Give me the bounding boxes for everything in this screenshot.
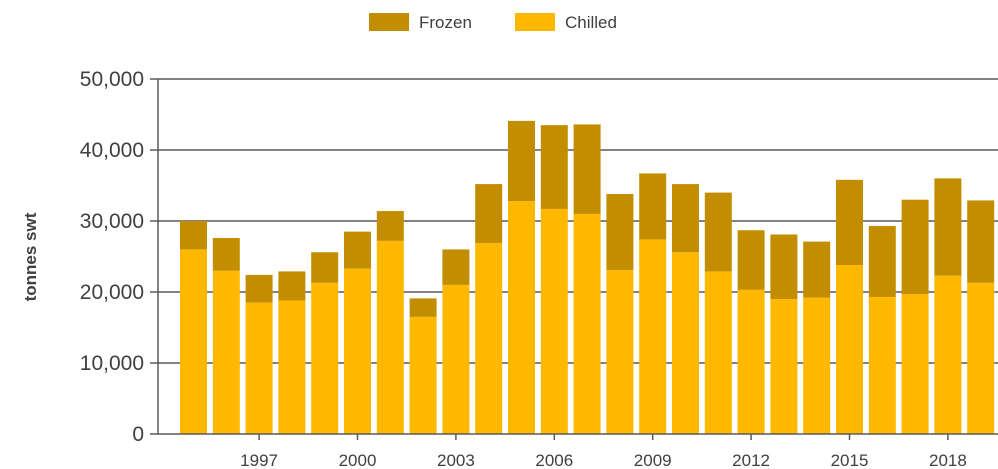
x-tick-label: 2012 [732, 451, 770, 469]
bar-chilled-2009 [639, 239, 667, 434]
bar-frozen-2001 [376, 211, 404, 241]
bar-chilled-2006 [540, 208, 568, 434]
bar-chilled-2016 [868, 296, 896, 434]
y-tick-label: 50,000 [80, 68, 144, 91]
bar-chilled-2002 [409, 316, 437, 434]
legend-swatch-chilled [515, 13, 555, 31]
bar-chilled-2001 [376, 240, 404, 434]
x-tick-label: 1997 [240, 451, 278, 469]
bar-chilled-2014 [803, 297, 831, 434]
bar-frozen-2008 [606, 194, 634, 270]
bar-chilled-2011 [704, 271, 732, 434]
bar-frozen-2018 [934, 178, 962, 276]
x-tick-labels: 1997 2000 2003 2006 2009 2012 2015 2018 [240, 434, 967, 469]
bar-chilled-2007 [573, 213, 601, 434]
legend-label-frozen: Frozen [419, 13, 472, 32]
bar-frozen-2014 [803, 241, 831, 298]
y-tick-label: 30,000 [80, 210, 144, 233]
bar-frozen-2015 [836, 179, 863, 266]
bar-chilled-2003 [442, 284, 470, 434]
bar-frozen-2013 [770, 234, 798, 300]
bar-chilled-2015 [836, 265, 863, 434]
x-tick-label: 2003 [437, 451, 475, 469]
bar-frozen-1995 [180, 221, 207, 250]
y-axis-label: tonnes swt [21, 212, 40, 301]
y-tick-label: 20,000 [80, 281, 144, 304]
bar-chilled-2000 [344, 268, 371, 434]
axes [157, 79, 998, 435]
legend-label-chilled: Chilled [565, 13, 617, 32]
bar-chilled-2010 [672, 252, 699, 434]
bar-chilled-2017 [901, 294, 929, 434]
bar-frozen-1996 [212, 238, 240, 271]
y-tick-label: 0 [132, 423, 144, 446]
bar-chilled-2012 [737, 289, 765, 434]
bar-frozen-2002 [409, 298, 437, 317]
bar-frozen-2005 [508, 120, 535, 202]
bar-frozen-2019 [967, 200, 995, 283]
legend-swatch-frozen [369, 13, 409, 31]
bar-chilled-1998 [278, 300, 306, 434]
bar-chilled-1997 [245, 302, 273, 434]
bar-frozen-2016 [868, 225, 896, 297]
bar-chilled-2019 [967, 282, 995, 434]
bar-frozen-2000 [344, 231, 371, 269]
y-tick-labels: 0 10,000 20,000 30,000 40,000 50,000 [80, 68, 144, 446]
bar-chilled-2008 [606, 269, 634, 434]
bar-chilled-1995 [180, 249, 207, 434]
bar-chilled-2013 [770, 299, 798, 434]
bar-frozen-2007 [573, 124, 601, 214]
bar-chilled-1999 [311, 282, 339, 434]
bar-chilled-2018 [934, 275, 962, 434]
x-tick-label: 2009 [634, 451, 672, 469]
bar-frozen-1999 [311, 252, 339, 283]
bar-frozen-2004 [475, 184, 503, 244]
bar-chilled-2004 [475, 243, 503, 434]
bar-frozen-1998 [278, 271, 306, 301]
bar-frozen-2011 [704, 192, 732, 272]
bar-frozen-2009 [639, 173, 667, 240]
bar-frozen-2012 [737, 230, 765, 290]
y-tick-label: 10,000 [80, 352, 144, 375]
x-tick-label: 2015 [831, 451, 869, 469]
bar-frozen-2003 [442, 249, 470, 285]
bar-frozen-2010 [672, 184, 699, 253]
bars [180, 120, 995, 434]
bar-chilled-1996 [212, 270, 240, 434]
x-tick-label: 2000 [339, 451, 377, 469]
x-tick-label: 2018 [929, 451, 967, 469]
bar-frozen-1997 [245, 274, 273, 303]
bar-frozen-2006 [540, 125, 568, 209]
bar-frozen-2017 [901, 199, 929, 295]
y-tick-label: 40,000 [80, 139, 144, 162]
x-tick-label: 2006 [535, 451, 573, 469]
legend: Frozen Chilled [369, 13, 617, 32]
bar-chilled-2005 [508, 201, 535, 434]
